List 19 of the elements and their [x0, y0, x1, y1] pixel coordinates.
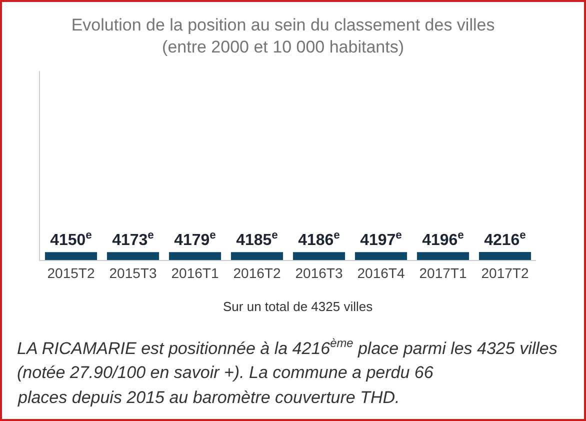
- data-label: 4197$^{e}$: [360, 229, 402, 250]
- x-tick-label: 2015T2: [47, 264, 95, 281]
- data-label: 4196$^{e}$: [422, 229, 464, 250]
- x-tick-label: 2016T3: [295, 264, 343, 281]
- data-label: 4173$^{e}$: [112, 229, 154, 250]
- x-tick-label: 2016T1: [171, 264, 219, 281]
- data-label: 4150$^{e}$: [50, 229, 92, 250]
- x-tick-label: 2016T2: [233, 264, 281, 281]
- data-label: 4216$^{e}$: [484, 229, 526, 250]
- data-label: 4186$^{e}$: [298, 229, 340, 250]
- x-tick-label: 2015T3: [109, 264, 157, 281]
- data-label: 4179$^{e}$: [174, 229, 216, 250]
- x-tick-label: 2017T1: [419, 264, 467, 281]
- text: LA RICAMARIE est positionnée à la 4216$^{ème}$ place parmi les 4325 villes (notée 27.90/100 en savoir +). La commune a perdu 66 places depuis 2015 au baromètre couverture THD.: [17, 336, 558, 407]
- x-tick-label: 2017T2: [481, 264, 529, 281]
- text: Sur un total de 4325 villes: [223, 299, 374, 314]
- chart-title: Evolution de la position au sein du classement des villes (entre 2000 et 10 000 habitants): [71, 15, 495, 56]
- x-tick-label: 2016T4: [357, 264, 405, 281]
- data-label: 4185$^{e}$: [236, 229, 278, 250]
